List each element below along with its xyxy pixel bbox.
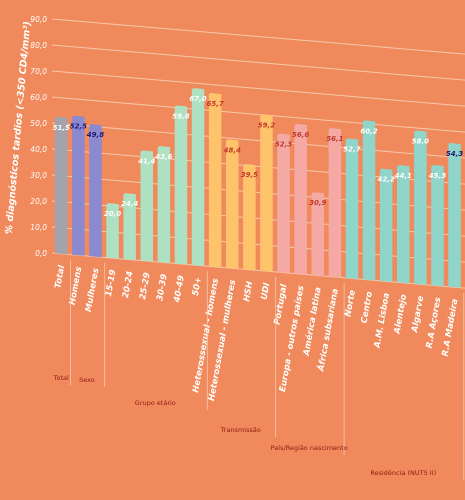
category-label: Algarve xyxy=(410,295,426,334)
gridline xyxy=(51,70,465,107)
category-label: 40-49 xyxy=(172,275,187,305)
gridline xyxy=(51,252,465,289)
data-label: 60,2 xyxy=(360,127,377,135)
bar xyxy=(89,124,102,258)
data-label: 67,0 xyxy=(189,95,206,103)
bar xyxy=(72,115,85,256)
bar xyxy=(294,123,307,275)
bar xyxy=(243,164,256,271)
data-label: 51,5 xyxy=(53,124,70,132)
bar xyxy=(362,120,376,281)
y-tick-label: 30,0 xyxy=(30,171,47,180)
y-tick-label: 80,0 xyxy=(30,41,47,50)
group-label: Transmissão xyxy=(220,426,261,434)
category-label: Norte xyxy=(343,289,358,318)
y-tick-label: 20,0 xyxy=(30,197,47,206)
y-tick-label: 0,0 xyxy=(35,249,47,258)
category-label: Portugal xyxy=(273,282,290,325)
bar xyxy=(431,164,444,287)
category-label: 25-29 xyxy=(138,272,153,301)
bar xyxy=(226,139,239,269)
bar xyxy=(379,168,393,282)
data-label: 52,7 xyxy=(343,145,360,153)
bar xyxy=(397,165,410,284)
bar xyxy=(106,203,119,259)
data-label: 44,1 xyxy=(395,172,412,180)
y-tick-label: 70,0 xyxy=(30,67,47,76)
gridline xyxy=(51,18,465,55)
group-label: Residência (NUTS II) xyxy=(370,469,436,477)
y-tick-label: 10,0 xyxy=(30,223,47,232)
bar xyxy=(260,114,273,272)
y-tick-label: 50,0 xyxy=(30,119,47,128)
gridline xyxy=(51,226,465,263)
bar xyxy=(277,133,290,274)
category-label: 20-24 xyxy=(121,270,136,299)
category-label: A.M. Lisboa xyxy=(372,292,392,350)
data-label: 42,2 xyxy=(378,176,395,184)
data-label: 45,3 xyxy=(429,172,446,180)
y-tick-label: 90,0 xyxy=(30,15,47,24)
y-axis-label: % diagnósticos tardios (<350 CD4/mm³) xyxy=(4,21,34,235)
category-label: R.A Açores xyxy=(425,297,444,350)
data-label: 52,3 xyxy=(275,141,292,149)
bar xyxy=(328,128,342,278)
bar xyxy=(191,88,205,266)
bar xyxy=(345,138,359,280)
category-label: 15-19 xyxy=(104,269,119,298)
y-tick-label: 60,0 xyxy=(30,93,47,102)
data-label: 30,9 xyxy=(309,199,326,207)
group-label: Sexo xyxy=(79,376,95,384)
gridline xyxy=(51,44,465,81)
data-label: 58,0 xyxy=(412,138,429,146)
category-label: R.A Madeira xyxy=(441,298,461,357)
y-tick-label: 40,0 xyxy=(30,145,47,154)
data-label: 59,8 xyxy=(172,112,189,120)
bar xyxy=(448,143,461,288)
gridline xyxy=(51,96,465,133)
category-label: Mulheres xyxy=(84,267,102,312)
data-label: 65,7 xyxy=(207,100,224,108)
bar xyxy=(157,146,171,264)
gridline xyxy=(51,200,465,237)
category-label: UDI xyxy=(260,282,273,301)
data-label: 54,3 xyxy=(446,150,463,158)
data-label: 59,2 xyxy=(258,121,275,129)
data-label: 56,1 xyxy=(326,135,343,143)
category-label: Alentejo xyxy=(392,293,409,335)
gridline xyxy=(51,122,465,159)
data-label: 43,6 xyxy=(155,153,172,161)
gridline xyxy=(51,174,465,211)
bar xyxy=(123,193,136,261)
bar xyxy=(55,116,68,255)
group-label: Total xyxy=(53,374,69,382)
group-label: País/Região nascimento xyxy=(271,444,348,452)
data-label: 41,4 xyxy=(138,157,155,165)
data-label: 39,5 xyxy=(241,171,258,179)
bar xyxy=(140,150,153,262)
category-label: 30-39 xyxy=(155,273,170,302)
data-label: 49,8 xyxy=(87,131,104,139)
bar xyxy=(311,192,324,277)
data-label: 52,5 xyxy=(70,123,87,131)
group-label: Grupo etário xyxy=(135,399,176,407)
bar xyxy=(208,93,222,268)
bar xyxy=(414,130,427,285)
category-label: 50+ xyxy=(191,276,204,296)
data-label: 24,4 xyxy=(121,200,138,208)
data-label: 48,4 xyxy=(224,146,241,154)
data-label: 56,6 xyxy=(292,131,309,139)
gridline xyxy=(51,148,465,185)
category-label: HSH xyxy=(242,281,255,303)
category-label: Centro xyxy=(360,291,375,325)
bar xyxy=(174,105,188,265)
data-label: 20,0 xyxy=(104,210,121,218)
category-label: Total xyxy=(53,264,67,290)
